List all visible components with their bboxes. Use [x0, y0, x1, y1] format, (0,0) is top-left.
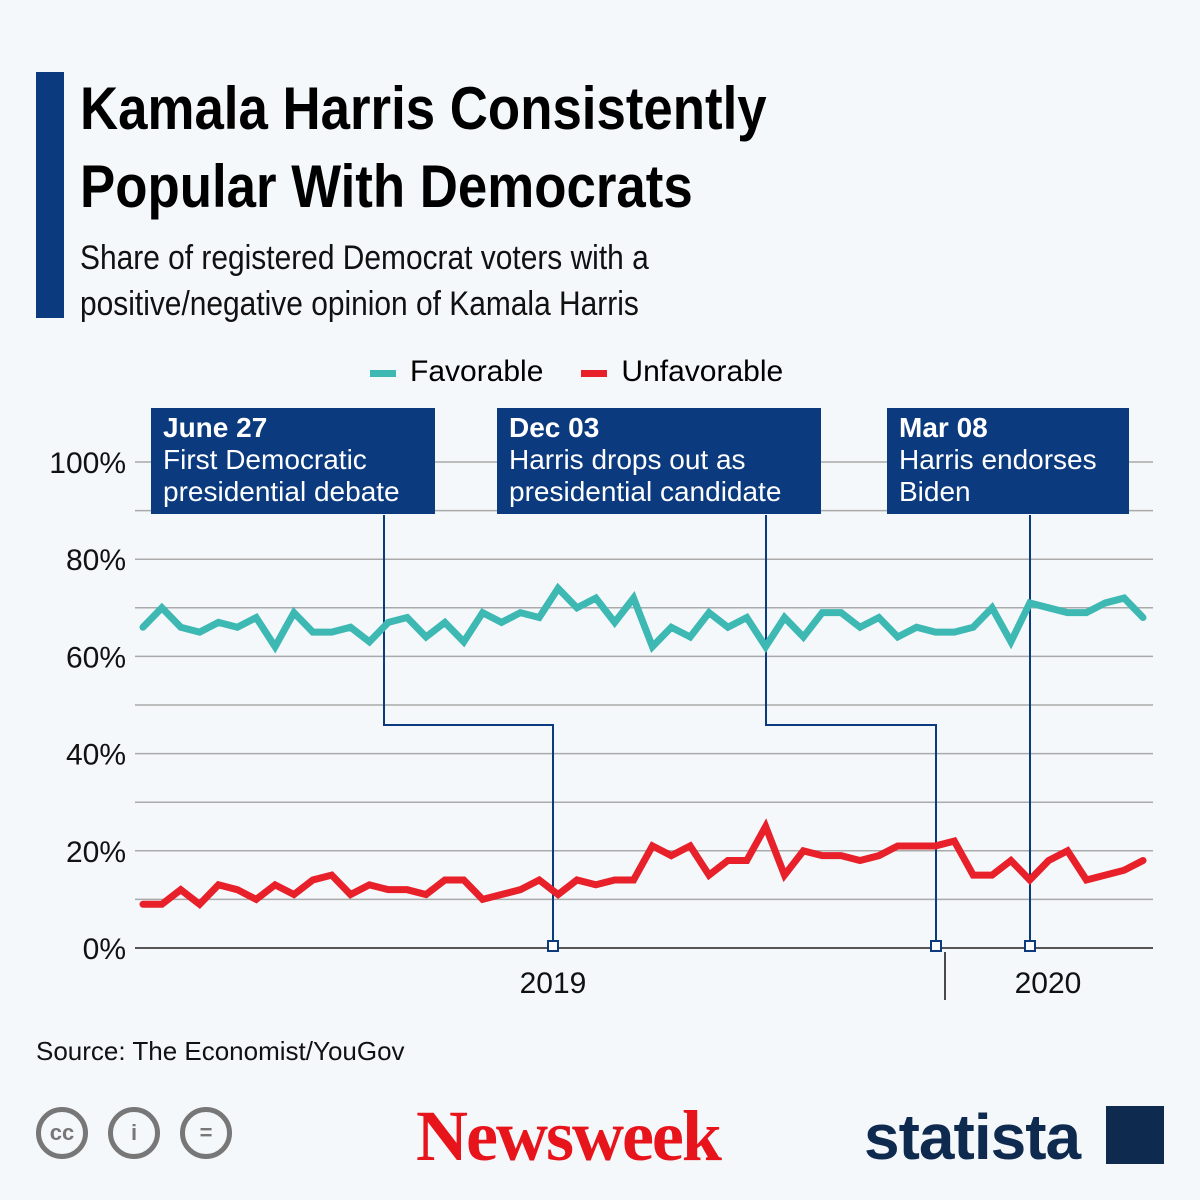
accent-bar [36, 72, 64, 318]
cc-icon: cc [36, 1107, 88, 1159]
y-tick-label: 40% [66, 739, 126, 772]
statista-logo-mark [1106, 1106, 1164, 1164]
legend-favorable: Favorable [370, 355, 543, 389]
annotation-connector [383, 515, 554, 946]
source-note: Source: The Economist/YouGov [36, 1036, 405, 1066]
statista-logo: statista [864, 1101, 1081, 1173]
y-tick-label: 80% [66, 544, 126, 577]
x-tick-label: 2019 [520, 967, 587, 1000]
annotation-endorse: Mar 08 Harris endorses Biden [887, 408, 1129, 514]
series-line-favorable [139, 582, 1147, 654]
annotation-debate: June 27 First Democratic presidential deb… [151, 408, 435, 514]
legend: Favorable Unfavorable [370, 355, 783, 389]
chart-subtitle: Share of registered Democrat voters with… [80, 239, 649, 323]
event-marker [930, 940, 942, 952]
y-tick-label: 20% [66, 836, 126, 869]
series-line-unfavorable [139, 818, 1147, 909]
legend-unfavorable: Unfavorable [581, 355, 783, 389]
y-tick-label: 60% [66, 641, 126, 674]
event-marker [547, 940, 559, 952]
annotation-connector [765, 515, 937, 946]
y-tick-label: 100% [49, 447, 126, 480]
attribution-icon: i [108, 1107, 160, 1159]
annotation-dropout: Dec 03 Harris drops out as presidential c… [497, 408, 821, 514]
newsweek-logo: Newsweek [416, 1096, 722, 1176]
chart-title: Kamala Harris Consistently Popular With … [80, 75, 767, 220]
y-tick-label: 0% [83, 933, 126, 966]
no-derivatives-icon: = [180, 1107, 232, 1159]
x-tick-label: 2020 [1015, 967, 1082, 1000]
event-marker [1024, 940, 1036, 952]
